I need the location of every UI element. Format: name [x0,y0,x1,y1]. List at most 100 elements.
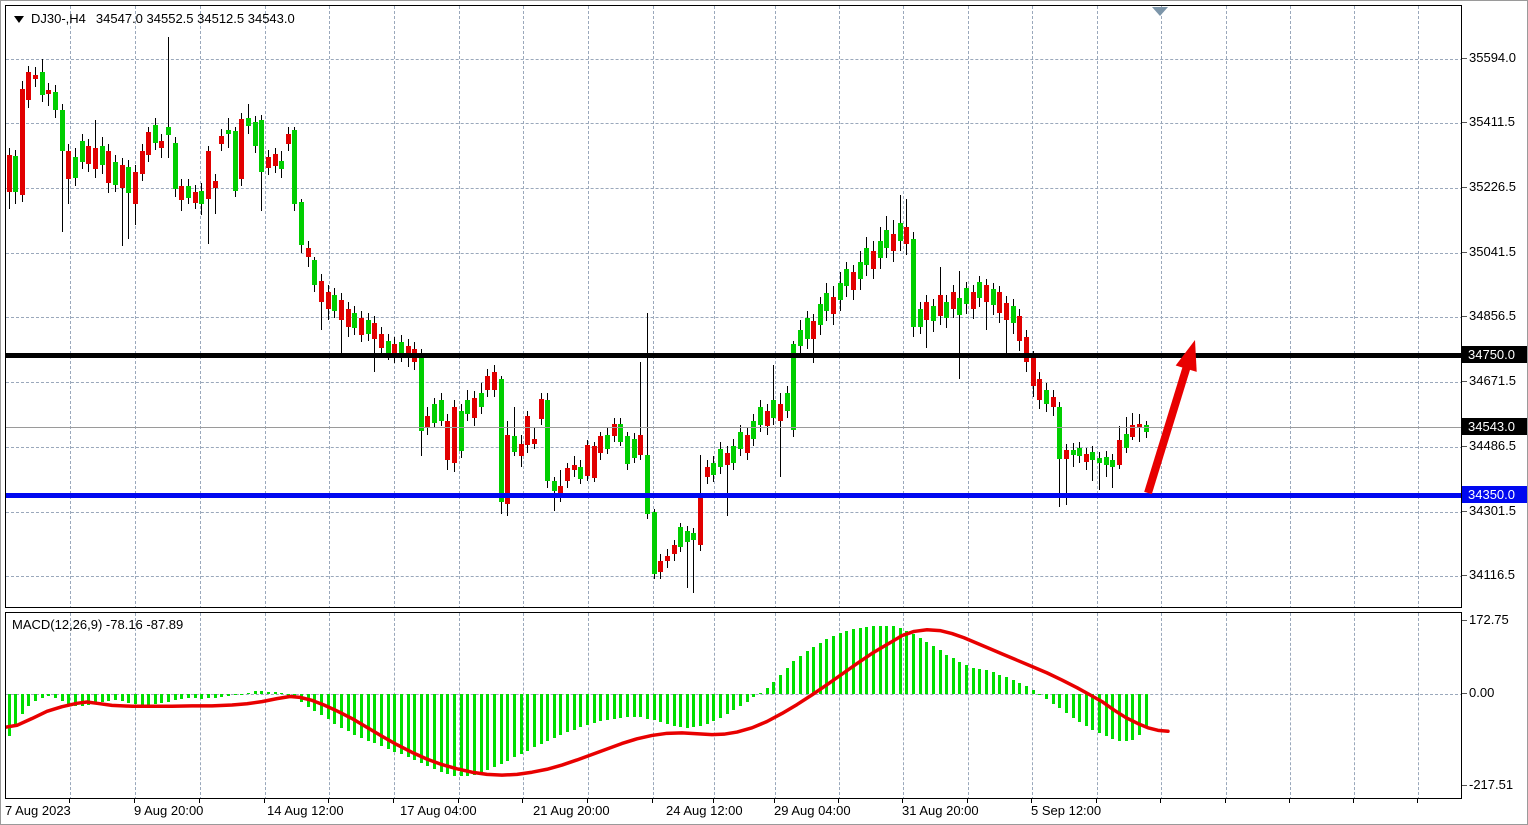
candle [585,444,590,477]
candle [698,492,703,546]
candle [46,90,51,94]
macd-histogram-bar [41,694,44,698]
macd-histogram-bar [1038,694,1041,695]
macd-histogram-bar [400,694,403,755]
candle [964,288,969,304]
vertical-gridline [1161,6,1162,607]
candle [219,135,224,144]
macd-histogram-bar [227,694,230,697]
candle [166,126,171,135]
candle [352,312,357,329]
support-line[interactable] [6,492,1461,498]
candle [805,317,810,339]
candle [306,247,311,257]
candle [425,415,430,429]
candle [745,435,750,453]
horizontal-gridline [6,252,1461,254]
chart-shift-marker-icon[interactable] [1152,7,1168,16]
macd-histogram-bar [460,694,463,777]
vertical-gridline [1290,6,1291,607]
price-axis[interactable]: 35594.0 35411.5 35226.5 35041.5 34856.5 34671… [1462,1,1527,799]
vertical-gridline [1354,613,1355,798]
candle [159,140,164,148]
time-axis-tick [1289,799,1290,803]
price-marker-label: 34750.0 [1462,345,1527,363]
macd-histogram-bar [1085,694,1088,727]
candle [326,291,331,310]
candle [399,342,404,355]
macd-histogram-bar [373,694,376,744]
candle [246,118,251,127]
time-axis-label: 7 Aug 2023 [5,803,71,818]
vertical-gridline [394,6,395,607]
macd-histogram-bar [247,692,250,694]
candle [778,403,783,422]
title-symbol: DJ30-,H4 [31,11,86,26]
price-axis-label: 35411.5 [1469,113,1516,129]
candle-wick [986,278,987,331]
candle [618,423,623,443]
candle [273,154,278,167]
main-chart-panel[interactable]: DJ30-,H4 34547.0 34552.5 34512.5 34543.0 [5,5,1462,608]
time-axis-tick [1353,799,1354,803]
macd-histogram-bar [786,667,789,694]
candle [140,151,145,175]
candle [977,281,982,298]
macd-histogram-bar [1098,694,1101,734]
candle-wick [374,316,375,373]
candle [791,344,796,430]
time-axis-tick [328,799,329,803]
time-axis-label: 17 Aug 04:00 [400,803,477,818]
horizontal-gridline [6,59,1461,60]
macd-histogram-bar [666,694,669,725]
candle [884,230,889,248]
time-axis[interactable]: 7 Aug 2023 9 Aug 20:00 14 Aug 12:00 17 Aug … [1,799,1527,824]
candle [525,415,530,445]
time-axis-tick [199,799,200,803]
candle [904,226,909,245]
candle-wick [926,295,927,348]
price-marker-label: 34350.0 [1462,485,1527,503]
candle [1037,379,1042,401]
macd-histogram-bar [274,692,277,694]
candle [419,352,424,432]
macd-axis-label: 172.75 [1469,611,1509,627]
macd-histogram-bar [353,694,356,735]
resistance-line[interactable] [6,352,1461,358]
candle [851,272,856,290]
macd-histogram-bar [712,694,715,722]
candle [924,302,929,320]
macd-histogram-bar [340,694,343,728]
candle [206,151,211,199]
candle [73,156,78,178]
candle [1137,423,1142,427]
symbol-dropdown-icon[interactable] [14,16,24,23]
candle [465,400,470,415]
candle [645,455,650,514]
candle [771,400,776,418]
candle [392,344,397,357]
macd-histogram-bar [759,693,762,695]
vertical-gridline [1032,6,1033,607]
candle [997,292,1002,313]
candle [80,140,85,162]
macd-histogram-bar [606,694,609,721]
candle [126,167,131,194]
macd-panel[interactable]: MACD(12,26,9) -78.16 -87.89 [5,612,1462,799]
candle [898,223,903,241]
macd-histogram-bar [706,694,709,725]
macd-histogram-bar [333,694,336,724]
candle [725,452,730,465]
candle [1117,440,1122,466]
candle-wick [813,314,814,364]
time-axis-tick [522,799,523,803]
buy-arrow[interactable] [6,6,1462,608]
macd-histogram-bar [806,651,809,694]
macd-histogram-bar [626,694,629,718]
vertical-gridline [523,613,524,798]
candle [406,345,411,359]
macd-histogram-bar [1125,694,1128,742]
candle [239,119,244,179]
macd-histogram-bar [992,672,995,694]
macd-histogram-bar [932,646,935,694]
